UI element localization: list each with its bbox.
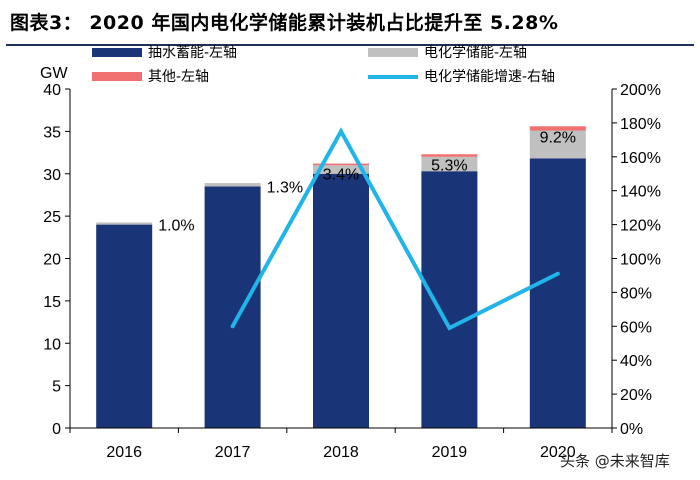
x-tick-label-2016: 2016 (106, 444, 142, 461)
right-tick-label-7: 140% (620, 184, 661, 201)
bar-2018-series-0 (313, 173, 369, 428)
growth-point-2018 (339, 129, 343, 134)
title-divider (6, 44, 694, 46)
left-tick-label-0: 0 (52, 421, 61, 438)
data-label-2018: 3.4% (323, 167, 359, 184)
left-tick-label-4: 20 (43, 252, 61, 269)
left-tick-label-5: 25 (43, 209, 61, 226)
left-tick-label-8: 40 (43, 82, 61, 99)
x-tick-label-2020: 2020 (540, 444, 576, 461)
right-tick-label-5: 100% (620, 252, 661, 269)
left-tick-label-2: 10 (43, 336, 61, 353)
legend-label-0: 抽水蓄能-左轴 (148, 45, 237, 61)
data-labels-layer: 1.0% 1.3% 3.4% 5.3% 9.2% (158, 129, 576, 234)
chart-title: 图表3： 2020 年国内电化学储能累计装机占比提升至 5.28% (10, 12, 559, 34)
legend-swatch-2 (92, 72, 142, 81)
bar-2020-series-2 (529, 126, 586, 131)
bar-2020-series-1 (529, 130, 586, 159)
data-label-2019: 5.3% (431, 157, 467, 174)
bar-2018-series-1 (313, 165, 369, 174)
x-tick-label-2018: 2018 (323, 444, 359, 461)
bar-2016-series-0 (96, 224, 153, 428)
right-tick-label-10: 200% (620, 82, 661, 99)
growth-point-2020 (555, 271, 560, 276)
left-tick-label-3: 15 (43, 294, 61, 311)
x-tick-label-2017: 2017 (215, 444, 251, 461)
legend-label-1: 电化学储能-左轴 (424, 45, 527, 61)
bar-2019-series-1 (421, 156, 478, 172)
line-layer (230, 127, 560, 331)
data-label-2020: 9.2% (540, 129, 576, 146)
growth-line-series (230, 127, 559, 331)
legend-swatch-1 (368, 48, 418, 57)
bar-2018-series-2 (313, 163, 369, 166)
right-tick-label-8: 160% (620, 150, 661, 167)
right-tick-label-3: 60% (620, 319, 652, 336)
bar-2020-series-0 (529, 158, 586, 428)
right-tick-label-1: 20% (620, 387, 652, 404)
right-tick-label-9: 180% (620, 116, 661, 133)
growth-point-2017 (230, 324, 235, 329)
bar-2019-series-2 (421, 154, 478, 157)
growth-point-2019 (447, 325, 452, 330)
data-label-2017: 1.3% (267, 179, 303, 196)
left-tick-label-7: 35 (43, 124, 61, 141)
bars-layer (96, 126, 586, 428)
legend-label-3: 电化学储能增速-右轴 (424, 69, 555, 85)
right-tick-label-0: 0% (620, 421, 643, 438)
bar-2019-series-0 (421, 171, 478, 428)
right-tick-label-6: 120% (620, 218, 661, 235)
right-tick-label-4: 80% (620, 285, 652, 302)
left-tick-label-1: 5 (52, 379, 61, 396)
legend-label-2: 其他-左轴 (148, 69, 209, 85)
axes-layer: 0 5 10 15 20 25 30 35 40 0% 20% 40% 60% 80% 100% 120% 14… (43, 82, 661, 461)
bar-2017-series-0 (204, 186, 261, 428)
left-tick-label-6: 30 (43, 167, 61, 184)
watermark: 头条 @未来智库 (560, 452, 670, 470)
bar-2017-series-1 (204, 183, 261, 187)
bar-2016-series-1 (96, 222, 153, 225)
data-label-2016: 1.0% (158, 217, 194, 234)
legend-swatch-0 (92, 48, 142, 57)
right-tick-label-2: 40% (620, 353, 652, 370)
x-tick-label-2019: 2019 (432, 444, 468, 461)
left-axis-unit: GW (40, 65, 68, 82)
